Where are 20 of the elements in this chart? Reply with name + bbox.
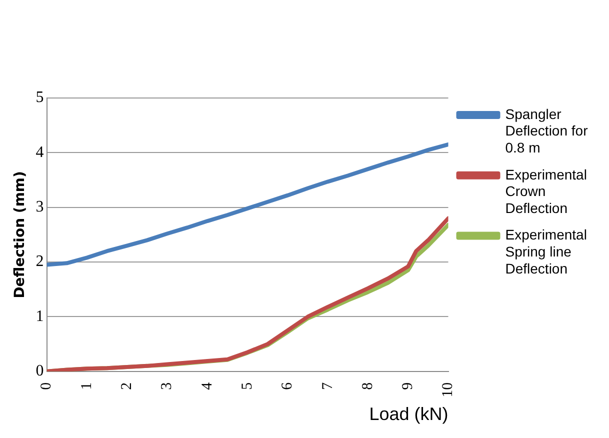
legend-label: Spangler Deflection for 0.8 m — [505, 106, 588, 156]
y-axis-title: Deflection (mm) — [12, 171, 28, 298]
x-tick-label: 4 — [199, 382, 216, 390]
x-tick-label: 2 — [119, 382, 136, 390]
x-tick-label: 9 — [400, 382, 416, 390]
y-tick-label: 1 — [36, 308, 44, 325]
y-tick-label: 3 — [36, 198, 44, 216]
x-tick-label: 7 — [320, 382, 336, 390]
y-tick-label: 4 — [36, 144, 44, 161]
y-tick-label: 5 — [36, 89, 44, 106]
x-tick-label: 10 — [440, 382, 456, 398]
y-tick-label: 2 — [36, 253, 44, 270]
x-tick-label: 3 — [159, 382, 176, 390]
x-axis-title: Load (kN) — [369, 404, 448, 424]
x-tick-label: 6 — [280, 382, 296, 390]
legend-label: Experimental Spring line Deflection — [505, 226, 587, 276]
x-tick-label: 5 — [239, 382, 256, 390]
legend-label: Experimental Crown Deflection — [505, 166, 587, 216]
x-tick-label: 8 — [360, 382, 376, 390]
x-tick-label: 1 — [78, 382, 95, 390]
